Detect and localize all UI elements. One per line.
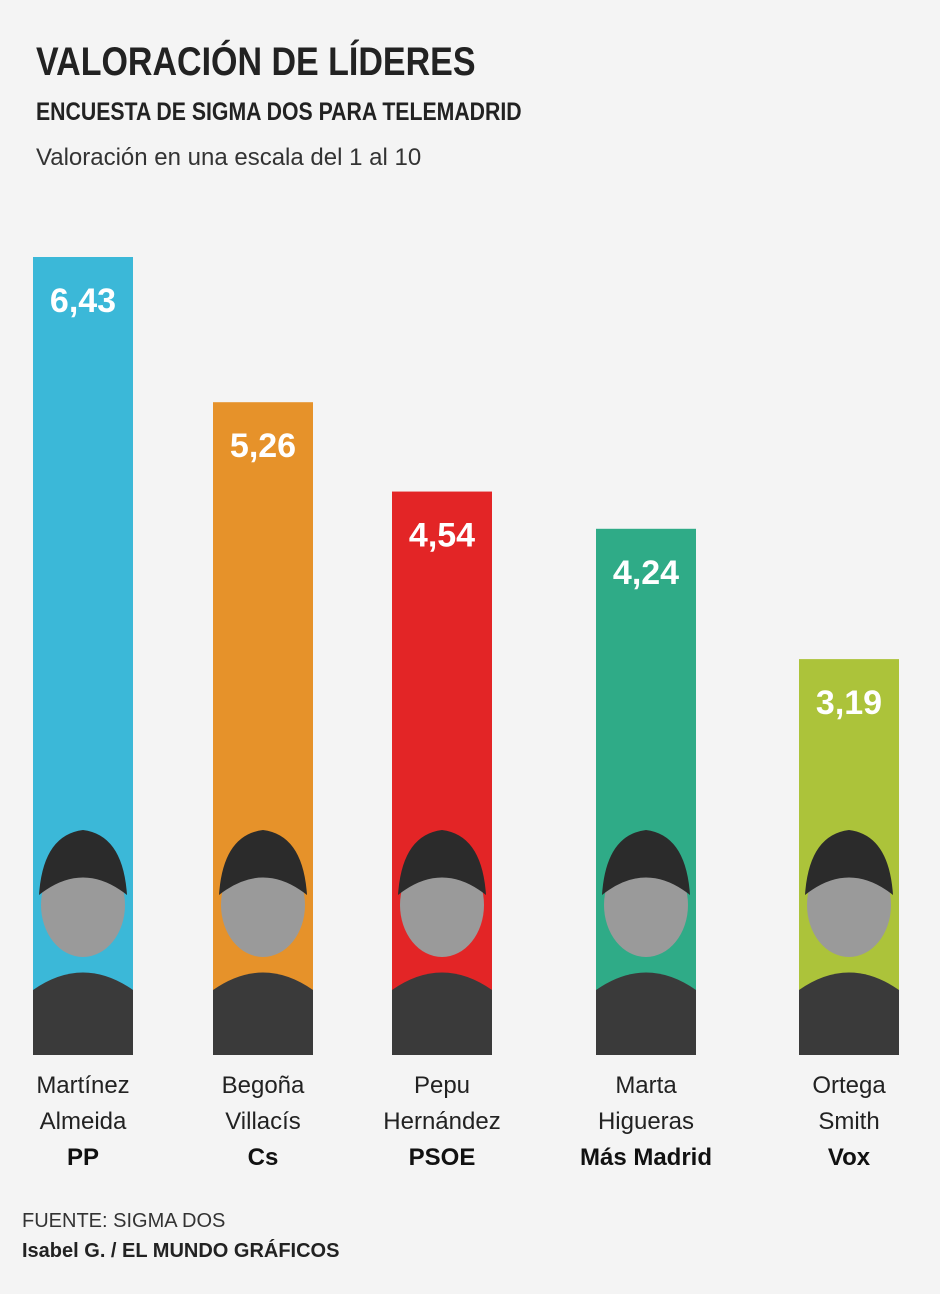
party-label: Cs — [247, 1144, 279, 1171]
portrait — [33, 830, 133, 1055]
portrait-shoulders — [596, 972, 696, 1055]
category-label: Martínez Almeida — [36, 1072, 130, 1135]
chart-title: VALORACIÓN DE LÍDERES — [36, 40, 476, 84]
portrait-hair — [219, 830, 307, 895]
portrait — [799, 830, 899, 1055]
portrait-shoulders — [392, 972, 492, 1055]
portrait — [392, 830, 492, 1055]
portrait-hair — [602, 830, 690, 895]
category-label: Marta Higueras — [597, 1072, 695, 1135]
portrait — [213, 830, 313, 1055]
portrait — [596, 830, 696, 1055]
party-label: Más Madrid — [579, 1144, 713, 1171]
portrait-hair — [39, 830, 127, 895]
portrait-hair — [805, 830, 893, 895]
portrait-shoulders — [33, 972, 133, 1055]
value-label: 6,43 — [50, 282, 116, 320]
category-label: Pepu Hernández — [383, 1072, 501, 1135]
bar — [213, 402, 313, 1055]
value-label: 5,26 — [230, 427, 296, 465]
value-label: 4,54 — [409, 517, 475, 555]
category-label: Ortega Smith — [812, 1072, 886, 1135]
credit: Isabel G. / EL MUNDO GRÁFICOS — [22, 1240, 340, 1262]
portrait-shoulders — [799, 972, 899, 1055]
bar — [392, 491, 492, 1055]
portrait-hair — [398, 830, 486, 895]
party-label: PP — [66, 1144, 99, 1171]
category-label: Begoña Villacís — [221, 1072, 305, 1135]
portrait-shoulders — [213, 972, 313, 1055]
bar — [596, 528, 696, 1055]
chart-description: Valoración en una escala del 1 al 10 — [36, 144, 422, 171]
party-label: PSOE — [408, 1144, 476, 1171]
source: FUENTE: SIGMA DOS — [22, 1210, 226, 1232]
value-label: 3,19 — [816, 684, 882, 722]
chart-subtitle: ENCUESTA DE SIGMA DOS PARA TELEMADRID — [36, 98, 522, 126]
value-label: 4,24 — [613, 554, 679, 592]
party-label: Vox — [827, 1144, 871, 1171]
